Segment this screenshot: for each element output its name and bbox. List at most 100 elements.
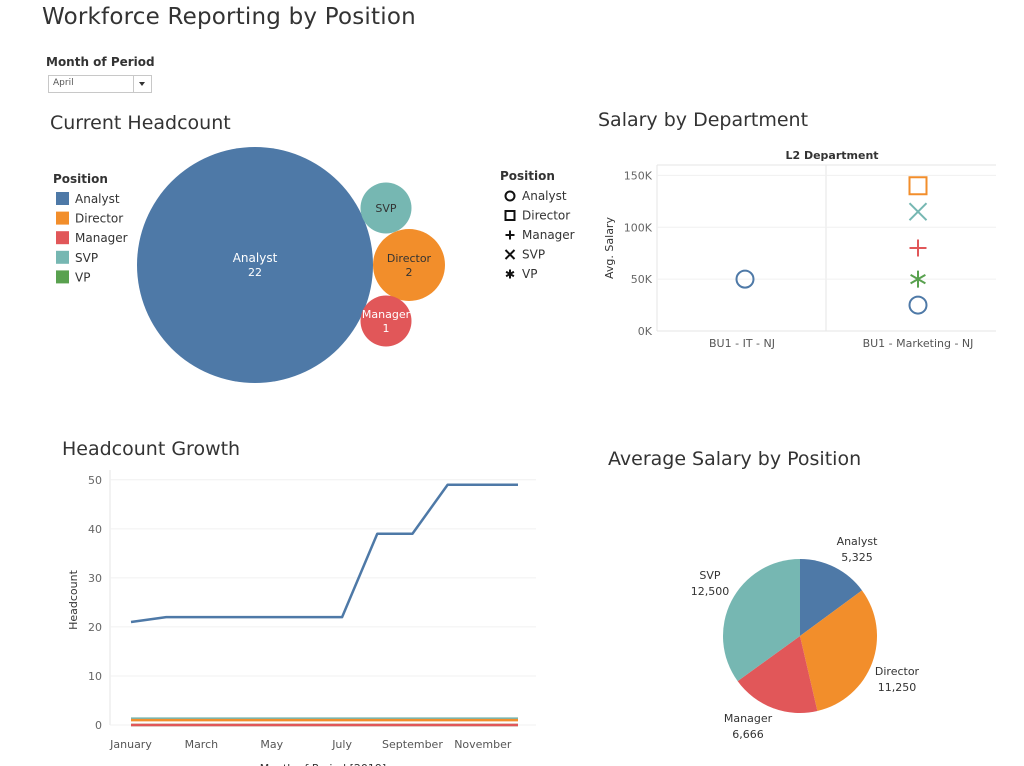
legend-shape-director-shape [504,210,516,221]
bubble-manager[interactable] [360,295,412,347]
pie-label-analyst: Analyst [837,535,879,548]
legend-shape-analyst [504,190,516,202]
salary-mark-analyst [908,295,928,315]
pie-slice-director[interactable] [800,590,878,712]
legend-label-analyst: Analyst [75,192,120,206]
month-filter-value: April [53,78,74,88]
salary-legend-label-director: Director [522,209,570,223]
salary-x-tick-label: BU1 - IT - NJ [709,337,775,350]
pie-label-svp: SVP [699,569,721,582]
current-headcount-title: Current Headcount [50,112,231,134]
growth-y-tick-label: 40 [88,523,102,536]
salary-mark-director-shape [908,176,928,196]
legend-swatch-analyst[interactable] [56,192,69,205]
growth-y-tick-label: 30 [88,572,102,585]
legend-label-director: Director [75,212,123,226]
bubble-label-director: Director [387,252,432,265]
growth-y-axis-label: Headcount [67,569,80,629]
pie-slice-analyst[interactable] [800,559,863,636]
legend-shape-manager-shape [505,230,515,240]
salary-mark-manager-shape [909,239,927,257]
legend-swatch-manager[interactable] [56,231,69,245]
growth-y-tick-label: 20 [88,621,102,634]
growth-y-tick-label: 50 [88,474,102,487]
pie-value-svp: 12,500 [691,585,730,598]
salary-mark-svp [908,202,928,221]
growth-x-tick-label: July [331,738,352,751]
legend-label-vp: VP [75,270,90,284]
salary-legend-title: Position [500,169,555,183]
bubble-value-analyst: 22 [248,266,262,279]
growth-y-tick-label: 10 [88,670,102,683]
salary-legend-label-analyst: Analyst [522,189,567,203]
pie-label-manager: Manager [724,712,773,725]
bubble-value-manager: 1 [383,322,390,335]
bubble-analyst[interactable] [137,147,373,383]
growth-x-tick-label: May [260,738,283,751]
bubble-value-director: 2 [406,266,413,279]
bubble-director[interactable] [373,229,445,301]
filter-label: Month of Period [46,55,155,69]
legend-label-svp: SVP [75,251,98,265]
bubble-label-svp: SVP [375,202,397,215]
growth-x-tick-label: November [454,738,512,751]
salary-mark-vp [910,270,926,288]
legend-shape-director [504,210,516,221]
pie-value-analyst: 5,325 [841,551,873,564]
dashboard-title: Workforce Reporting by Position [42,4,416,30]
salary-mark-analyst [735,269,755,289]
pie-value-director: 11,250 [878,681,917,694]
average-salary-by-position-title: Average Salary by Position [608,448,862,470]
legend-swatch-svp[interactable] [56,250,69,264]
average-salary-pie-chart: Analyst 5,325 Director 11,250 Manager 6,666 SV… [691,535,920,741]
salary-y-axis-label: Avg. Salary [603,217,616,279]
pie-value-manager: 6,666 [732,728,764,741]
pie-slice-manager[interactable] [737,636,818,713]
salary-mark-vp-shape [910,270,926,288]
salary-legend-label-manager: Manager [522,228,575,242]
legend-shape-vp-shape [505,269,515,279]
legend-shape-svp [504,249,516,260]
salary-y-tick-label: 50K [631,273,653,286]
legend-swatch-vp[interactable] [56,270,69,284]
salary-by-department-title: Salary by Department [598,109,809,131]
growth-x-tick-label: September [382,738,443,751]
salary-mark-analyst-shape [908,295,928,315]
salary-mark-svp-shape [908,202,928,221]
legend-shape-manager [505,230,515,240]
bubble-svp[interactable] [360,182,412,234]
salary-y-tick-label: 100K [624,221,653,234]
bubble-label-manager: Manager [362,308,411,321]
salary-legend-label-vp: VP [522,267,537,281]
legend-shape-svp-shape [504,249,516,260]
salary-y-tick-label: 0K [638,325,653,338]
salary-scatter-chart: L2 Department 0K 50K 100K 150K Avg. Salary BU1… [603,149,996,350]
chevron-down-icon[interactable] [133,76,151,92]
legend-shape-analyst-shape [504,190,516,202]
month-filter-dropdown[interactable]: April [48,75,152,93]
pie-slice-svp[interactable] [723,559,800,682]
salary-x-header: L2 Department [785,149,878,162]
salary-y-tick-label: 150K [624,169,653,182]
salary-mark-director [908,176,928,196]
salary-x-tick-label: BU1 - Marketing - NJ [863,337,974,350]
headcount-legend-title: Position [53,172,108,186]
salary-shape-legend: Position Analyst Director Manager SVP VP [500,169,575,281]
legend-swatch-director[interactable] [56,211,69,225]
headcount-growth-title: Headcount Growth [62,438,241,460]
pie-label-director: Director [875,665,920,678]
bubble-label-analyst: Analyst [233,251,278,265]
legend-label-manager: Manager [75,231,128,245]
salary-mark-analyst-shape [735,269,755,289]
growth-x-tick-label: January [109,738,152,751]
growth-x-tick-label: March [185,738,219,751]
salary-mark-manager [909,239,927,257]
growth-x-axis-label: Month of Period [2019] [260,762,386,766]
headcount-legend: Position Analyst Director Manager SVP VP [53,172,128,284]
growth-line-analyst[interactable] [130,483,518,624]
headcount-growth-chart: 0 10 20 30 40 50 Headcount January March May July S… [67,470,536,766]
legend-shape-vp [505,269,515,279]
salary-legend-label-svp: SVP [522,248,545,262]
